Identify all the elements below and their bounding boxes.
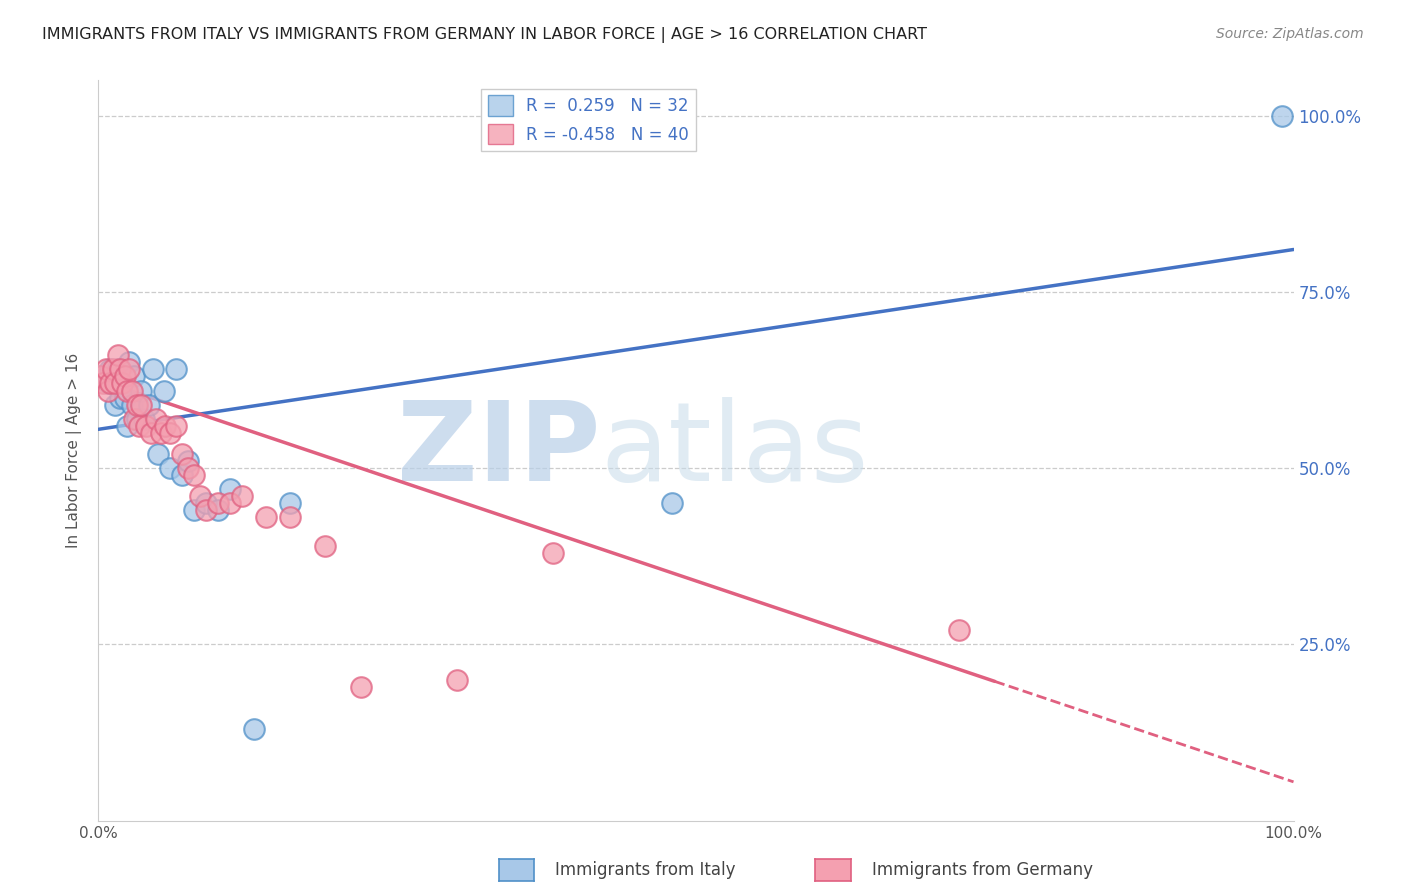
Point (148, 447, 170, 461)
Point (948, 624, 970, 638)
Point (142, 362, 165, 376)
Point (115, 418, 138, 433)
Legend: R =  0.259   N = 32, R = -0.458   N = 40: R = 0.259 N = 32, R = -0.458 N = 40 (481, 88, 696, 151)
Point (121, 398, 143, 412)
Point (278, 496, 301, 510)
Point (207, 503, 229, 517)
Point (183, 468, 205, 483)
Point (183, 503, 205, 517)
Text: Immigrants from Germany: Immigrants from Germany (872, 861, 1092, 879)
Point (98, 376, 122, 391)
Text: Immigrants from Italy: Immigrants from Italy (555, 861, 735, 879)
Point (91, 376, 114, 391)
Point (172, 447, 194, 461)
Point (104, 376, 127, 391)
Text: atlas: atlas (600, 397, 869, 504)
Point (101, 362, 124, 376)
Point (107, 348, 129, 362)
Point (121, 384, 143, 398)
Point (195, 496, 218, 510)
Point (104, 398, 127, 412)
Point (315, 539, 337, 553)
Point (124, 411, 146, 425)
Point (159, 461, 181, 475)
Point (128, 418, 150, 433)
Point (94, 362, 117, 376)
Point (138, 398, 160, 412)
Point (131, 398, 153, 412)
Point (139, 425, 162, 440)
Point (165, 362, 187, 376)
Point (114, 369, 136, 384)
Point (219, 482, 242, 496)
Point (350, 680, 373, 694)
Point (661, 496, 683, 510)
Point (172, 468, 194, 483)
Point (195, 503, 218, 517)
Point (177, 454, 200, 468)
Point (124, 369, 146, 384)
Point (145, 411, 167, 425)
Point (135, 418, 157, 433)
Point (219, 496, 242, 510)
Point (188, 489, 211, 503)
Point (278, 510, 301, 524)
Point (165, 418, 187, 433)
Point (541, 546, 564, 560)
Point (118, 362, 141, 376)
Point (125, 398, 148, 412)
Text: Source: ZipAtlas.com: Source: ZipAtlas.com (1216, 27, 1364, 41)
Point (108, 391, 131, 405)
Text: ZIP: ZIP (396, 397, 600, 504)
Point (118, 355, 141, 369)
Point (111, 376, 134, 391)
Point (114, 391, 136, 405)
Point (231, 489, 253, 503)
Y-axis label: In Labor Force | Age > 16: In Labor Force | Age > 16 (66, 353, 83, 548)
Point (90, 369, 112, 384)
Point (149, 425, 172, 440)
Point (115, 384, 138, 398)
Point (97, 384, 120, 398)
Point (132, 411, 155, 425)
Point (97, 376, 120, 391)
Text: IMMIGRANTS FROM ITALY VS IMMIGRANTS FROM GERMANY IN LABOR FORCE | AGE > 16 CORRE: IMMIGRANTS FROM ITALY VS IMMIGRANTS FROM… (42, 27, 927, 43)
Point (1271, 109, 1294, 123)
Point (125, 411, 148, 425)
Point (254, 510, 277, 524)
Point (108, 362, 131, 376)
Point (159, 425, 181, 440)
Point (155, 418, 177, 433)
Point (153, 384, 176, 398)
Point (111, 376, 134, 391)
Point (131, 384, 153, 398)
Point (177, 461, 200, 475)
Point (243, 722, 266, 736)
Point (207, 496, 229, 510)
Point (101, 376, 124, 391)
Point (446, 673, 468, 687)
Point (98, 362, 122, 376)
Point (107, 362, 129, 376)
Point (89, 369, 111, 384)
